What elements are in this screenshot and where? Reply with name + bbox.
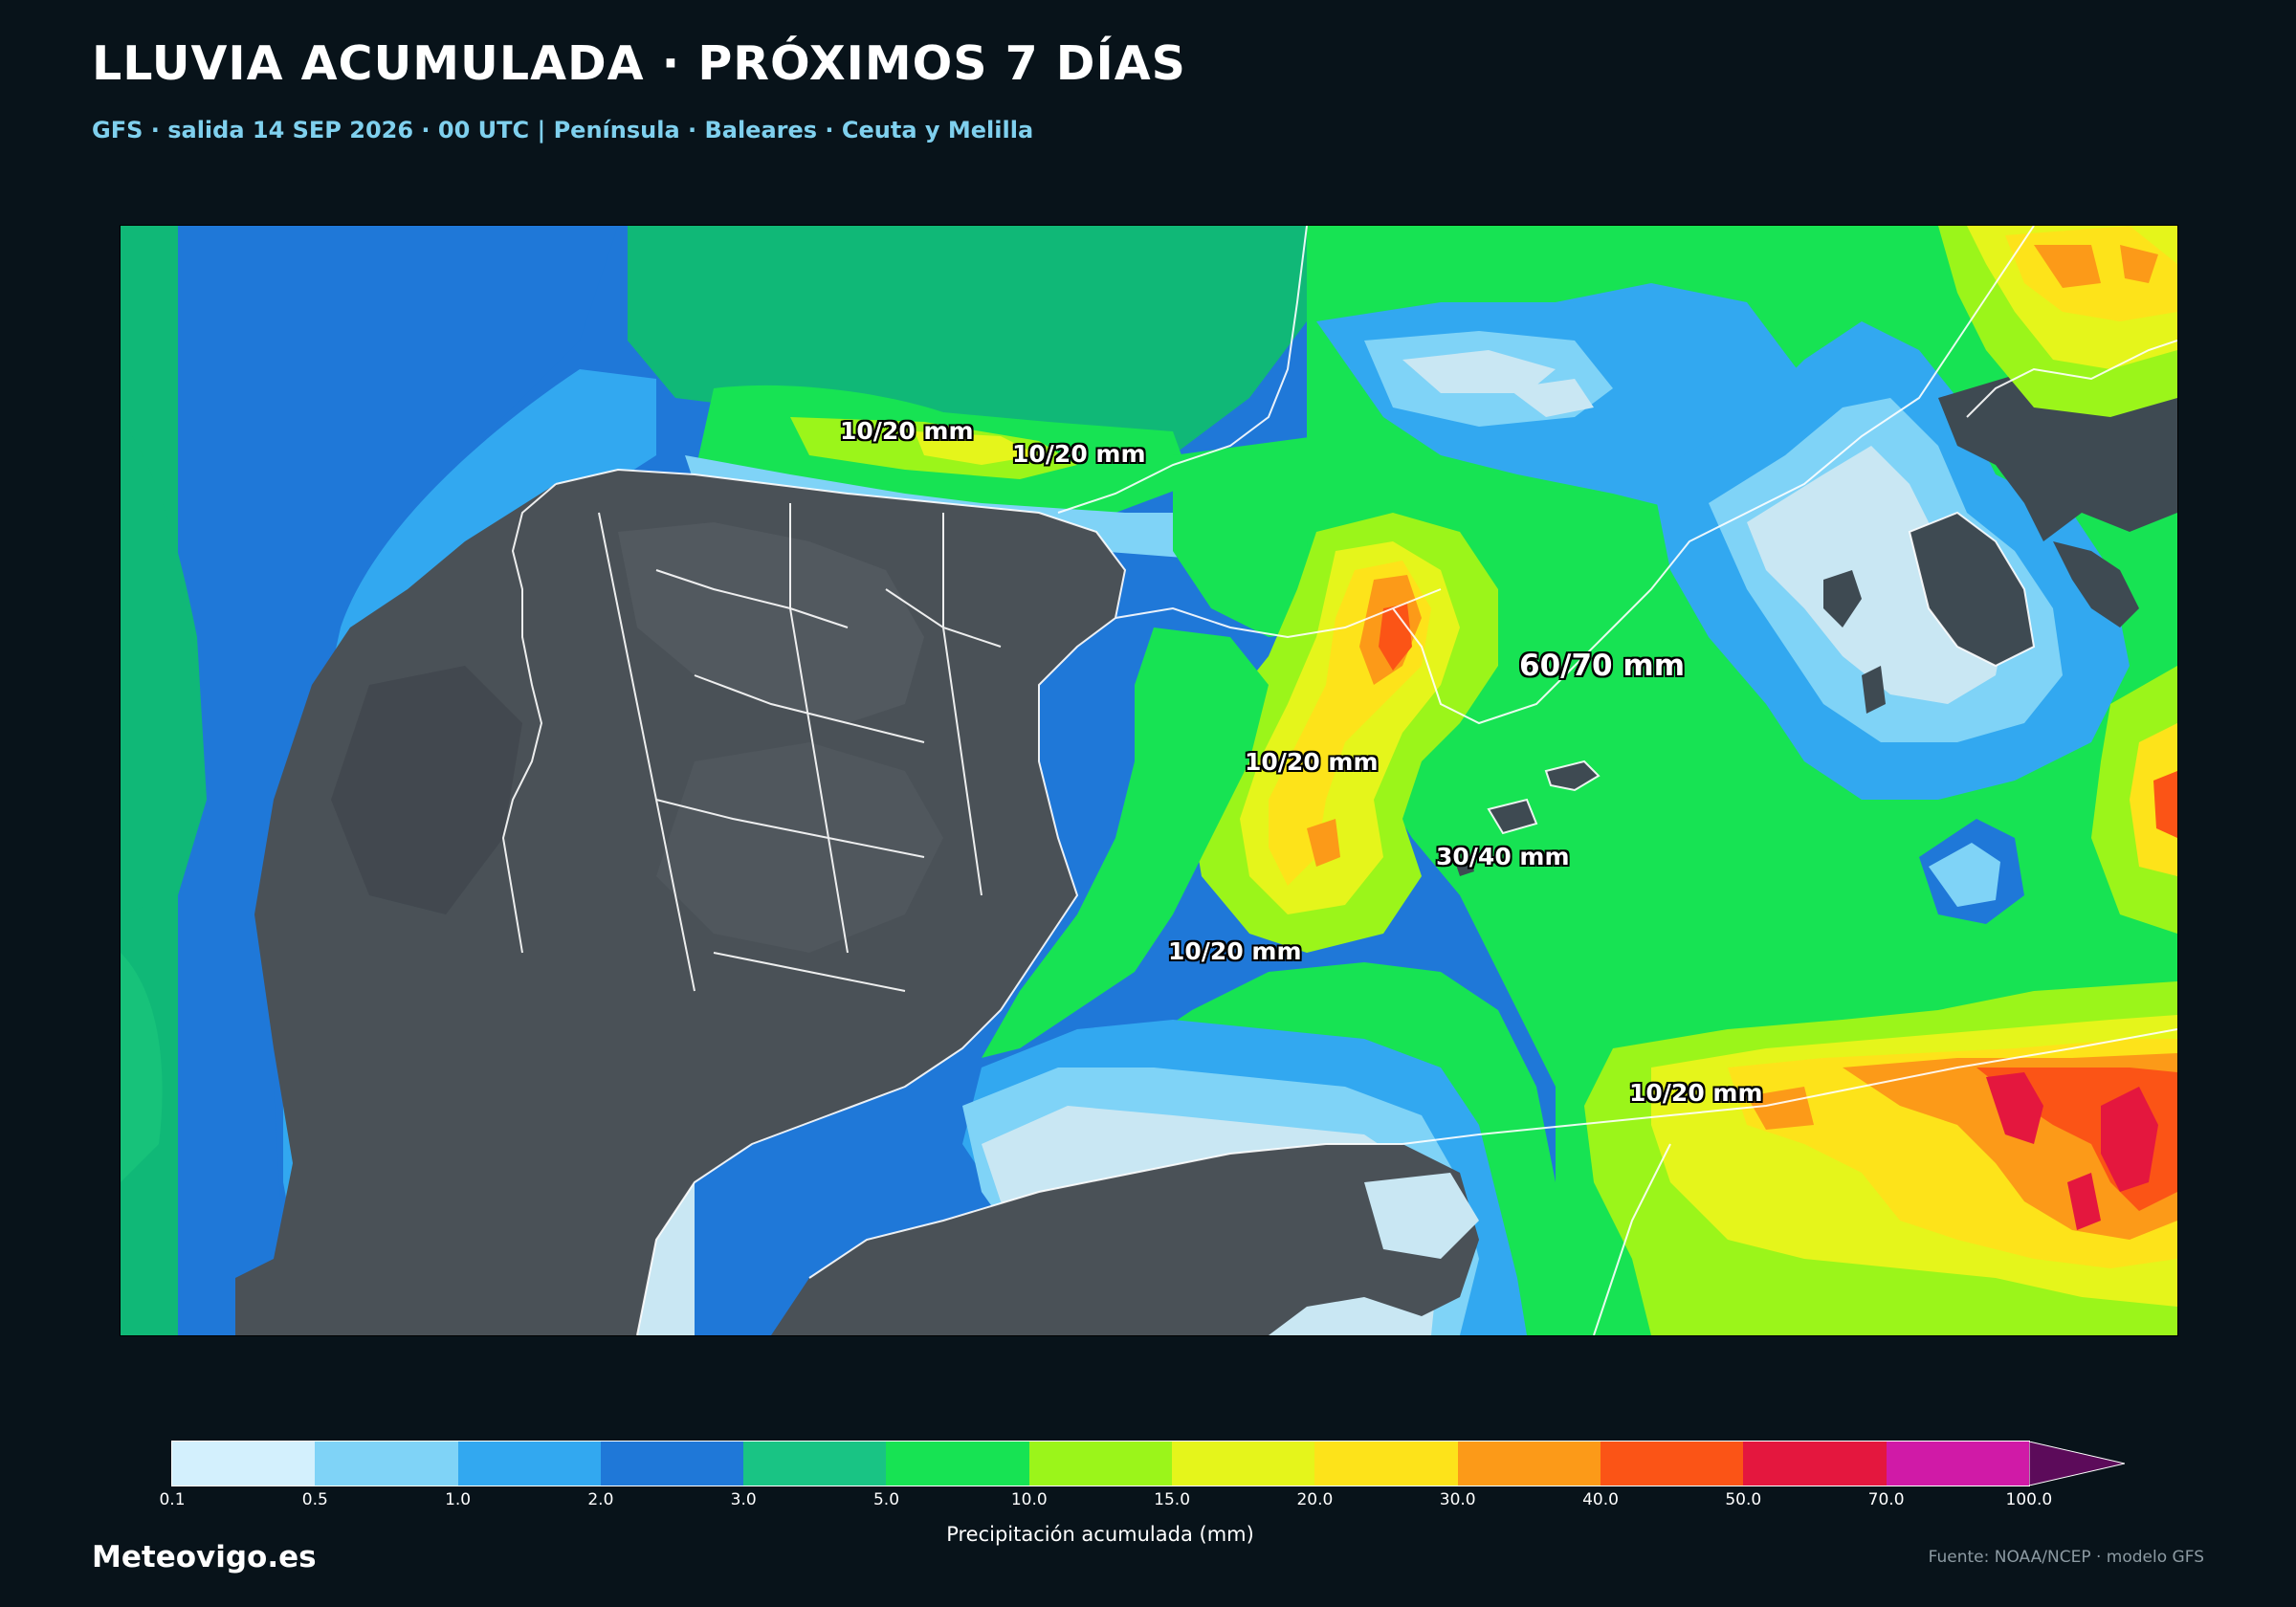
colorbar <box>171 1441 2030 1486</box>
page-title: LLUVIA ACUMULADA · PRÓXIMOS 7 DÍAS <box>92 36 1186 91</box>
map-label-argelia: 10/20 mm <box>1629 1079 1763 1107</box>
colorbar-tick-label: 3.0 <box>730 1490 757 1509</box>
colorbar-segment <box>1886 1442 2029 1486</box>
colorbar-tick-label: 100.0 <box>2005 1490 2053 1509</box>
map-label-cantabrico-west: 10/20 mm <box>840 417 974 445</box>
colorbar-segment <box>315 1442 458 1486</box>
page-subtitle: GFS · salida 14 SEP 2026 · 00 UTC | Pení… <box>92 117 1034 143</box>
colorbar-segment <box>1314 1442 1458 1486</box>
colorbar-segment <box>1457 1442 1601 1486</box>
map-label-cataluna: 60/70 mm <box>1519 649 1685 683</box>
map-label-murcia: 10/20 mm <box>1168 937 1302 965</box>
colorbar-segment <box>1600 1442 1744 1486</box>
colorbar-segment <box>1743 1442 1887 1486</box>
colorbar-tick-label: 10.0 <box>1010 1490 1048 1509</box>
colorbar-tick-label: 40.0 <box>1582 1490 1619 1509</box>
map-canvas <box>121 226 2177 1335</box>
colorbar-segment <box>172 1442 316 1486</box>
colorbar-tick-label: 1.0 <box>445 1490 472 1509</box>
brand-logo-text: Meteovigo.es <box>92 1540 317 1574</box>
colorbar-tick-label: 30.0 <box>1439 1490 1476 1509</box>
colorbar-segment <box>600 1442 744 1486</box>
colorbar-tick-label: 15.0 <box>1154 1490 1191 1509</box>
source-note: Fuente: NOAA/NCEP · modelo GFS <box>1928 1548 2204 1567</box>
colorbar-tick-label: 20.0 <box>1296 1490 1334 1509</box>
map-label-cantabrico-east: 10/20 mm <box>1012 440 1146 468</box>
colorbar-extend-arrow <box>2029 1442 2125 1486</box>
colorbar-segment <box>743 1442 887 1486</box>
map-label-aragon: 10/20 mm <box>1245 748 1379 776</box>
colorbar-segment <box>457 1442 601 1486</box>
precipitation-map: 10/20 mm 10/20 mm 60/70 mm 10/20 mm 30/4… <box>120 225 2178 1336</box>
colorbar-label: Precipitación acumulada (mm) <box>946 1523 1254 1546</box>
colorbar-tick-label: 70.0 <box>1867 1490 1905 1509</box>
colorbar-segment <box>886 1442 1029 1486</box>
colorbar-tick-label: 5.0 <box>872 1490 900 1509</box>
colorbar-tick-label: 0.1 <box>159 1490 186 1509</box>
colorbar-tick-label: 2.0 <box>587 1490 614 1509</box>
colorbar-segment <box>1172 1442 1315 1486</box>
colorbar-segment <box>1028 1442 1173 1486</box>
colorbar-tick-label: 50.0 <box>1725 1490 1762 1509</box>
map-label-valencia: 30/40 mm <box>1436 843 1570 870</box>
colorbar-tick-label: 0.5 <box>301 1490 328 1509</box>
